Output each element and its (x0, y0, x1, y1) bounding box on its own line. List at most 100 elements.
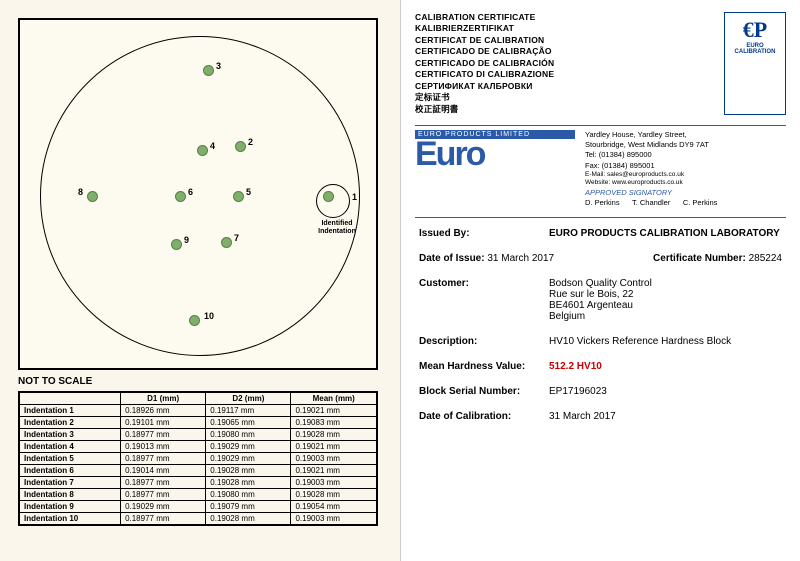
issued-by-label: Issued By: (419, 228, 549, 239)
table-header: D2 (mm) (206, 392, 291, 405)
table-cell: 0.19021 mm (291, 405, 377, 417)
serial-value: EP17196023 (549, 386, 782, 397)
certificate-body: Issued By: EURO PRODUCTS CALIBRATION LAB… (401, 222, 800, 442)
signatory-label: APPROVED SIGNATORY (585, 188, 717, 198)
table-cell: 0.19003 mm (291, 453, 377, 465)
certificate-header: CALIBRATION CERTIFICATEKALIBRIERZERTIFIK… (401, 0, 800, 121)
date-issue-label: Date of Issue: (419, 253, 485, 264)
customer-line: Bodson Quality Control (549, 278, 782, 289)
table-cell: 0.18977 mm (121, 453, 206, 465)
logo-sub-text: EURO CALIBRATION (729, 43, 781, 55)
euro-wordmark: Euro (415, 139, 575, 170)
table-cell: 0.18977 mm (121, 513, 206, 526)
dot-label: 2 (248, 137, 253, 147)
cert-title-line: CERTIFICATO DI CALIBRAZIONE (415, 69, 554, 80)
table-cell: 0.19029 mm (206, 441, 291, 453)
company-logo-block: EURO PRODUCTS LIMITED Euro (415, 130, 575, 170)
table-row: Indentation 60.19014 mm0.19028 mm0.19021… (19, 465, 377, 477)
table-cell: Indentation 7 (19, 477, 121, 489)
customer-label: Customer: (419, 278, 549, 322)
indent-dot (189, 315, 200, 326)
identified-circle (316, 184, 350, 218)
table-row: Indentation 50.18977 mm0.19029 mm0.19003… (19, 453, 377, 465)
certificate-titles: CALIBRATION CERTIFICATEKALIBRIERZERTIFIK… (415, 12, 554, 115)
table-cell: 0.19028 mm (291, 489, 377, 501)
customer-line: Belgium (549, 311, 782, 322)
table-cell: 0.19021 mm (291, 465, 377, 477)
table-cell: 0.19083 mm (291, 417, 377, 429)
addr-line: E-Mail: sales@europroducts.co.uk (585, 171, 717, 180)
logo-ep-text: €P (729, 17, 781, 43)
table-cell: Indentation 9 (19, 501, 121, 513)
table-row: Indentation 40.19013 mm0.19029 mm0.19021… (19, 441, 377, 453)
table-cell: 0.19101 mm (121, 417, 206, 429)
cert-title-line: СЕРТИФИКАТ КАЛБРОВКИ (415, 81, 554, 92)
table-cell: 0.19028 mm (206, 465, 291, 477)
indentation-diagram: Identified Indentation 12345678910 (18, 18, 378, 370)
table-cell: 0.19003 mm (291, 513, 377, 526)
table-cell: 0.19117 mm (206, 405, 291, 417)
table-header: D1 (mm) (121, 392, 206, 405)
dot-label: 5 (246, 187, 251, 197)
table-cell: 0.18977 mm (121, 429, 206, 441)
date-issue-value: 31 March 2017 (487, 253, 554, 264)
table-cell: 0.18977 mm (121, 489, 206, 501)
customer-line: BE4601 Argenteau (549, 300, 782, 311)
addr-line: Yardley House, Yardley Street, (585, 130, 717, 140)
dot-label: 7 (234, 233, 239, 243)
table-row: Indentation 20.19101 mm0.19065 mm0.19083… (19, 417, 377, 429)
addr-line: Tel: (01384) 895000 (585, 150, 717, 160)
dot-label: 10 (204, 311, 214, 321)
table-cell: Indentation 10 (19, 513, 121, 526)
company-address: Yardley House, Yardley Street, Stourbrid… (585, 130, 717, 208)
identified-label: Identified Indentation (316, 220, 358, 235)
indent-dot (233, 191, 244, 202)
table-row: Indentation 100.18977 mm0.19028 mm0.1900… (19, 513, 377, 526)
signatories: D. Perkins T. Chandler C. Perkins (585, 198, 717, 208)
company-block: EURO PRODUCTS LIMITED Euro Yardley House… (401, 130, 800, 212)
right-panel: CALIBRATION CERTIFICATEKALIBRIERZERTIFIK… (400, 0, 800, 561)
description-label: Description: (419, 336, 549, 347)
table-row: Indentation 80.18977 mm0.19080 mm0.19028… (19, 489, 377, 501)
serial-label: Block Serial Number: (419, 386, 549, 397)
table-cell: 0.19021 mm (291, 441, 377, 453)
dot-label: 9 (184, 235, 189, 245)
addr-line: Website: www.europroducts.co.uk (585, 179, 717, 188)
table-cell: 0.19079 mm (206, 501, 291, 513)
measurements-table: D1 (mm)D2 (mm)Mean (mm) Indentation 10.1… (18, 391, 378, 526)
table-cell: 0.19013 mm (121, 441, 206, 453)
dot-label: 6 (188, 187, 193, 197)
cert-title-line: 校正証明書 (415, 104, 554, 115)
table-cell: 0.19065 mm (206, 417, 291, 429)
indent-dot (197, 145, 208, 156)
cert-no-value: 285224 (749, 253, 782, 264)
customer-value: Bodson Quality ControlRue sur le Bois, 2… (549, 278, 782, 322)
indent-dot (323, 191, 334, 202)
indent-dot (221, 237, 232, 248)
dot-label: 3 (216, 61, 221, 71)
table-header (19, 392, 121, 405)
cert-title-line: CERTIFICAT DE CALIBRATION (415, 35, 554, 46)
description-value: HV10 Vickers Reference Hardness Block (549, 336, 782, 347)
table-row: Indentation 70.18977 mm0.19028 mm0.19003… (19, 477, 377, 489)
cert-no-label: Certificate Number: (653, 253, 746, 264)
table-row: Indentation 10.18926 mm0.19117 mm0.19021… (19, 405, 377, 417)
dot-label: 4 (210, 141, 215, 151)
cert-title-line: CERTIFICADO DE CALIBRACIÓN (415, 58, 554, 69)
table-cell: 0.18977 mm (121, 477, 206, 489)
cert-title-line: CALIBRATION CERTIFICATE (415, 12, 554, 23)
table-row: Indentation 90.19029 mm0.19079 mm0.19054… (19, 501, 377, 513)
table-cell: 0.19029 mm (121, 501, 206, 513)
mean-hardness-value: 512.2 HV10 (549, 361, 782, 372)
euro-calibration-logo: €P EURO CALIBRATION (724, 12, 786, 115)
table-cell: Indentation 4 (19, 441, 121, 453)
table-cell: Indentation 2 (19, 417, 121, 429)
left-panel: Identified Indentation 12345678910 NOT T… (0, 0, 400, 561)
indent-dot (175, 191, 186, 202)
indent-dot (235, 141, 246, 152)
table-cell: 0.19014 mm (121, 465, 206, 477)
dot-label: 1 (352, 192, 357, 202)
table-cell: 0.19080 mm (206, 489, 291, 501)
table-cell: 0.19054 mm (291, 501, 377, 513)
table-cell: 0.18926 mm (121, 405, 206, 417)
